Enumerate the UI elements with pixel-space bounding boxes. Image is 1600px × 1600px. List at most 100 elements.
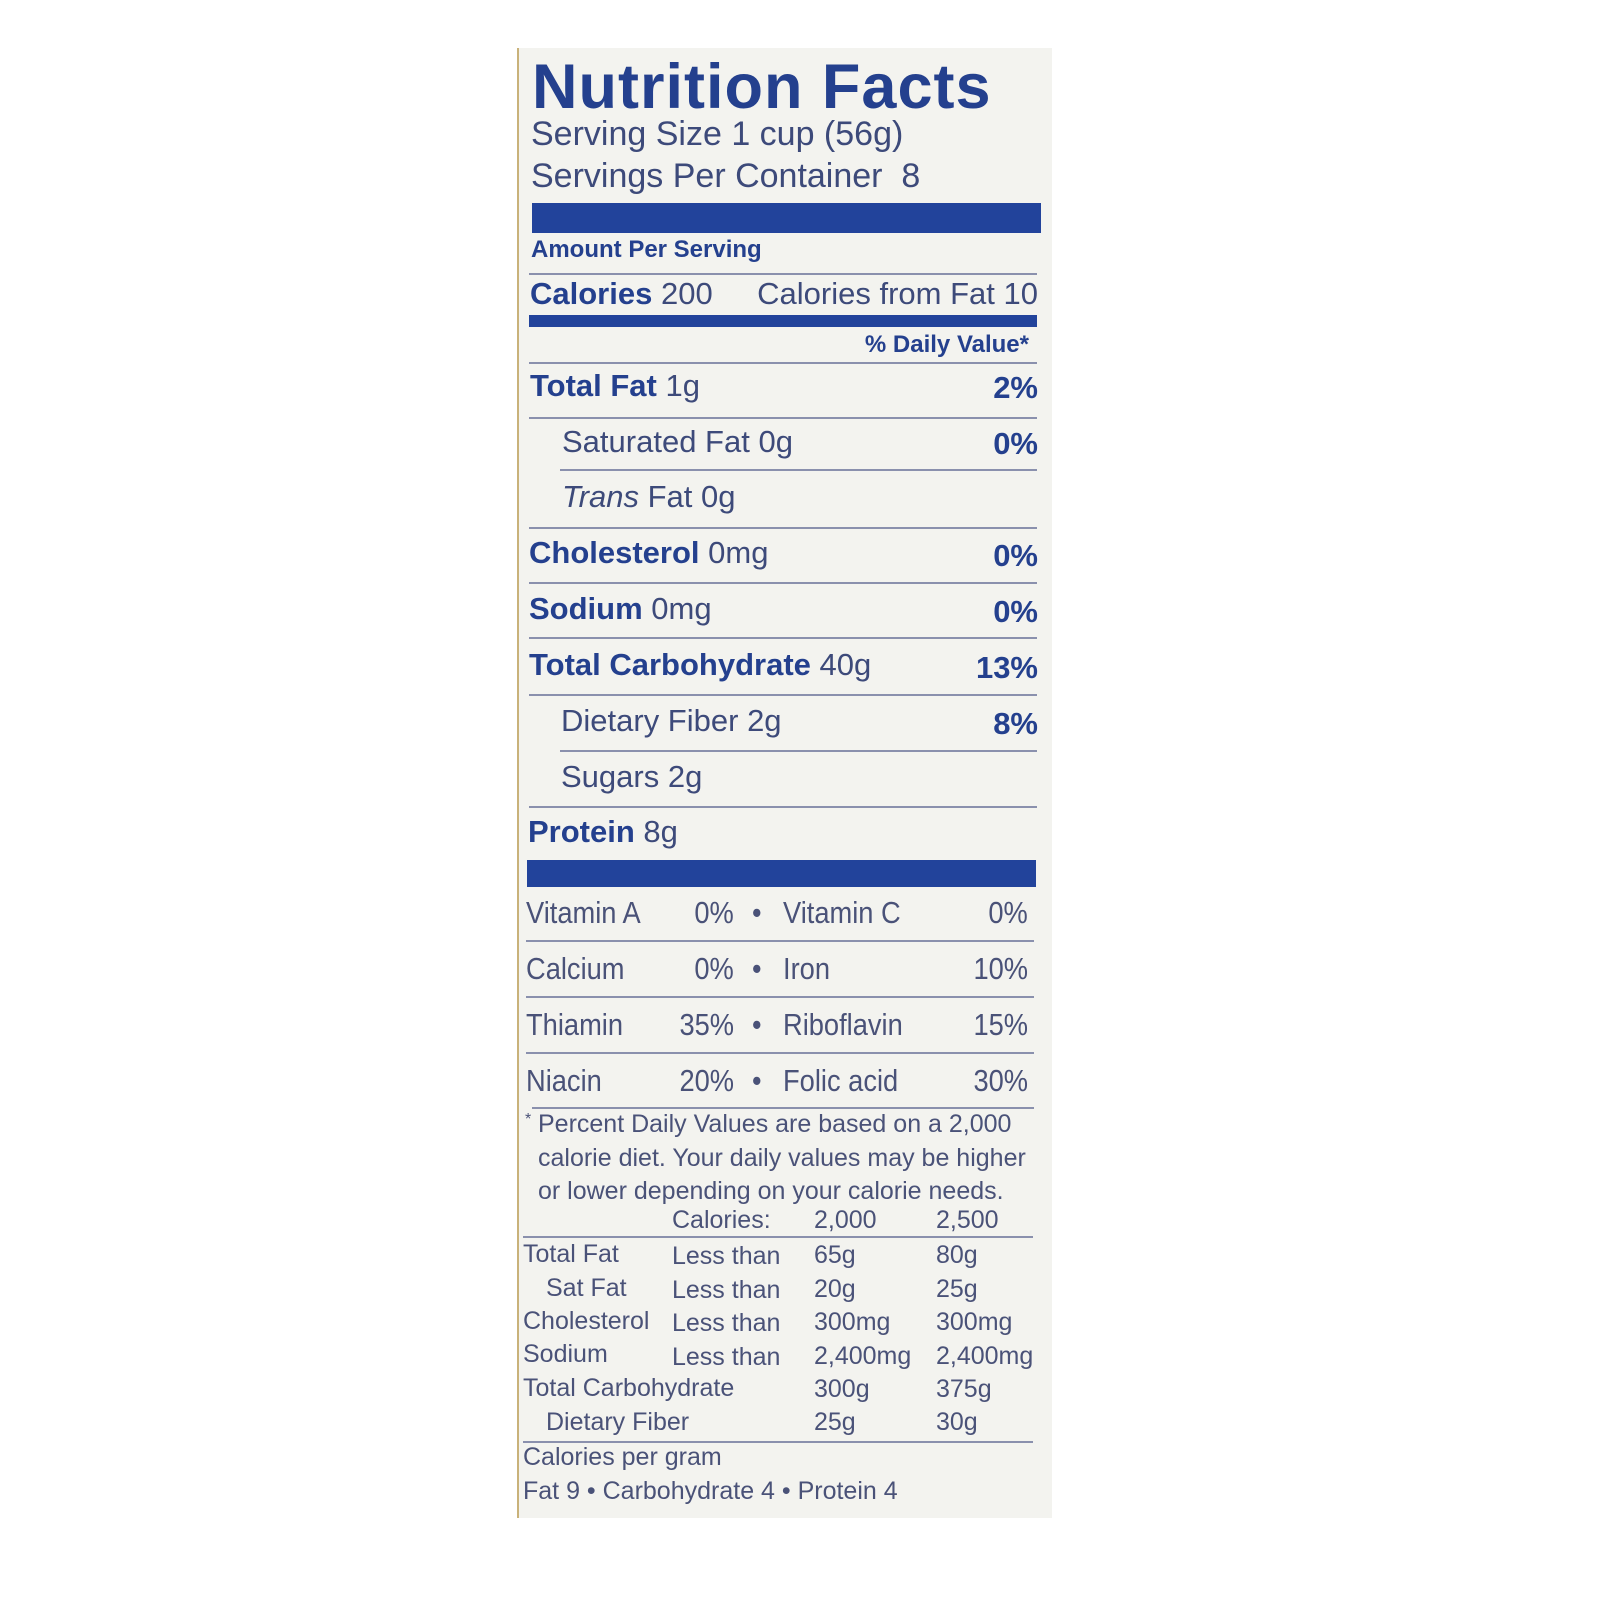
daily-value-header: % Daily Value* [864, 331, 1029, 358]
nutrient-label: Cholesterol [529, 535, 700, 570]
dv-cell: 375g [936, 1375, 992, 1403]
vitamin-value: 0% [694, 951, 734, 986]
dv-cell: 80g [936, 1241, 978, 1269]
dv-cholesterol: 0% [993, 538, 1038, 573]
vitamin-name: Vitamin C [783, 895, 901, 930]
dv-total-fat: 2% [993, 370, 1038, 405]
vitamin-name: Riboflavin [783, 1007, 903, 1042]
divider [523, 1236, 1033, 1238]
vitamin-value: 10% [973, 951, 1028, 986]
divider [529, 637, 1037, 639]
divider [526, 996, 1034, 998]
dv-table-header: 2,500 [936, 1206, 999, 1234]
dv-cell: 30g [936, 1408, 978, 1436]
divider [523, 1441, 1033, 1443]
nutrient-label: Dietary Fiber [561, 703, 739, 738]
vitamin-name: Thiamin [526, 1007, 624, 1042]
nutrient-protein: Protein 8g [528, 816, 678, 847]
calories-per-gram-values: Fat 9 • Carbohydrate 4 • Protein 4 [523, 1477, 898, 1505]
nutrient-label: Total Carbohydrate [529, 647, 811, 682]
vitamin-value: 35% [679, 1007, 734, 1042]
dv-cell: 25g [814, 1408, 856, 1436]
divider [529, 806, 1037, 808]
divider [529, 527, 1037, 529]
dv-sodium: 0% [993, 594, 1038, 629]
dv-cell: Dietary Fiber [546, 1408, 690, 1436]
dv-saturated-fat: 0% [993, 426, 1038, 461]
footnote-line: Percent Daily Values are based on a 2,00… [538, 1110, 1012, 1138]
calories-row: Calories 200 [530, 278, 713, 309]
calories-per-gram-label: Calories per gram [523, 1443, 722, 1471]
vitamin-name: Vitamin A [526, 895, 641, 930]
dv-cell: 2,400mg [936, 1342, 1034, 1370]
nutrient-total-carbohydrate: Total Carbohydrate 40g [529, 649, 871, 680]
dv-cell: Total Carbohydrate [523, 1374, 735, 1402]
nutrient-amount: 0mg [651, 591, 712, 626]
dv-cell: 25g [936, 1275, 978, 1303]
divider [529, 417, 1037, 419]
calories-label: Calories [530, 276, 653, 311]
dv-cell: 300mg [936, 1308, 1013, 1336]
servings-per-container: Servings Per Container 8 [531, 157, 921, 195]
bullet: • [752, 1063, 762, 1098]
dv-cell: 20g [814, 1275, 856, 1303]
divider [526, 1052, 1034, 1054]
divider [529, 273, 1037, 275]
footnote-line: calorie diet. Your daily values may be h… [538, 1144, 1026, 1172]
nutrient-amount: 0g [701, 479, 736, 514]
nutrient-label: Saturated Fat [562, 424, 750, 459]
thick-divider [532, 203, 1041, 233]
divider [529, 362, 1037, 364]
dv-cell: 65g [814, 1241, 856, 1269]
nutrient-label-suffix: Fat [647, 479, 693, 514]
dv-total-carbohydrate: 13% [975, 650, 1038, 685]
divider [532, 1107, 1034, 1109]
nutrient-label: Protein [528, 814, 635, 849]
vitamin-value: 0% [694, 895, 734, 930]
vitamin-name: Niacin [526, 1063, 602, 1098]
dv-cell: Cholesterol [523, 1307, 650, 1335]
dv-dietary-fiber: 8% [993, 706, 1038, 741]
nutrient-amount: 2g [667, 759, 703, 794]
dv-cell: Sodium [523, 1340, 608, 1368]
amount-per-serving: Amount Per Serving [531, 236, 762, 263]
bullet: • [752, 951, 762, 986]
nutrient-amount: 0g [758, 424, 793, 459]
nutrition-label [517, 48, 1052, 1518]
dv-table-header: Calories: [672, 1206, 771, 1234]
divider [526, 940, 1034, 942]
nutrient-label: Sodium [529, 591, 643, 626]
dv-cell: Sat Fat [546, 1274, 627, 1302]
nutrient-saturated-fat: Saturated Fat 0g [562, 426, 793, 457]
vitamin-value: 30% [973, 1063, 1028, 1098]
dv-cell: 2,400mg [814, 1342, 912, 1370]
serving-size: Serving Size 1 cup (56g) [531, 115, 904, 153]
dv-cell: 300g [814, 1375, 870, 1403]
thick-divider [527, 860, 1036, 887]
label-title: Nutrition Facts [532, 52, 992, 122]
nutrient-sugars: Sugars 2g [561, 761, 702, 792]
dv-cell: Less than [672, 1309, 781, 1337]
nutrient-amount: 1g [665, 368, 700, 403]
dv-cell: Less than [672, 1276, 781, 1304]
vitamin-name: Folic acid [783, 1063, 899, 1098]
nutrient-amount: 8g [643, 814, 678, 849]
divider [560, 469, 1037, 471]
divider [529, 582, 1037, 584]
vitamin-value: 15% [973, 1007, 1028, 1042]
nutrient-amount: 0mg [708, 535, 769, 570]
nutrient-label: Total Fat [530, 368, 657, 403]
nutrient-label: Trans [562, 479, 639, 514]
footnote-star: * [525, 1111, 532, 1128]
dv-table-header: 2,000 [814, 1206, 877, 1234]
nutrient-total-fat: Total Fat 1g [530, 370, 700, 401]
dv-cell: Less than [672, 1242, 781, 1270]
nutrient-label: Sugars [561, 759, 660, 794]
vitamin-name: Calcium [526, 951, 625, 986]
vitamin-value: 0% [988, 895, 1028, 930]
calories-value: 200 [660, 276, 713, 311]
divider [529, 694, 1037, 696]
vitamin-name: Iron [783, 951, 831, 986]
footnote-line: or lower depending on your calorie needs… [538, 1177, 1004, 1205]
nutrient-amount: 40g [819, 647, 872, 682]
